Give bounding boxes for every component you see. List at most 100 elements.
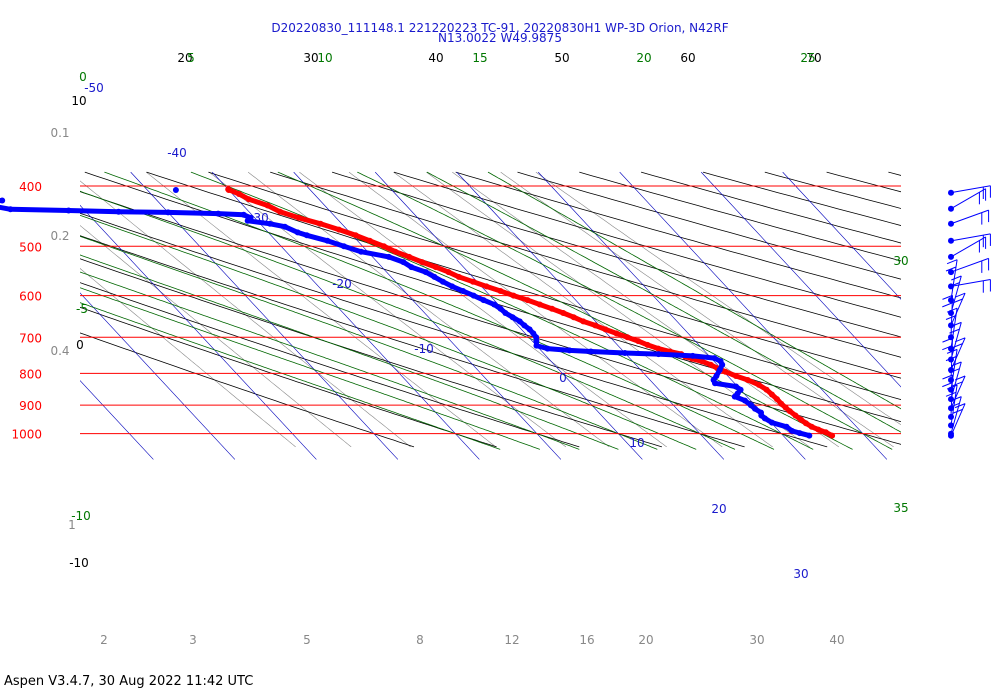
moist-adiabat <box>357 171 893 450</box>
wind-barb-staff <box>950 349 958 390</box>
temperature-point <box>644 341 651 348</box>
temperature-point <box>733 373 739 379</box>
isotherm-label: -20 <box>332 277 352 291</box>
isobars <box>80 185 901 435</box>
dewpoint-point <box>713 373 720 379</box>
temperature-point <box>406 253 413 260</box>
mixing-ratio-label: 40 <box>829 633 844 647</box>
moist-adiabat-label: 10 <box>317 51 332 65</box>
pressure-label: 1000 <box>11 428 42 442</box>
dewpoint-point <box>422 269 429 276</box>
temperature-point <box>808 423 815 430</box>
mixing-ratio-line <box>535 171 901 426</box>
temperature-point <box>744 377 751 383</box>
isotherm-label: 30 <box>793 567 808 581</box>
wind-barb-base <box>948 205 954 212</box>
wind-barb-base <box>948 334 954 341</box>
dewpoint-point <box>7 206 14 213</box>
wind-barbs <box>942 185 991 439</box>
mixing-ratio-label: 5 <box>303 633 311 647</box>
chart-title-line1: D20220830_111148.1 221220223 TC-91, 2022… <box>271 21 729 35</box>
wind-barb-staff <box>950 337 966 371</box>
isotherm-label: 10 <box>629 436 644 450</box>
mixing-ratio-line <box>348 171 723 448</box>
pressure-label: 700 <box>19 331 42 345</box>
dewpoint-point <box>758 409 764 416</box>
temperature-point <box>470 278 476 285</box>
moist-adiabat-label: 35 <box>893 501 908 515</box>
dewpoint-point <box>544 345 551 352</box>
dry-adiabat-label: 0 <box>76 338 84 352</box>
wind-barb-flag <box>946 259 958 265</box>
moist-adiabat-label: 0 <box>79 70 87 84</box>
pressure-label: 600 <box>19 290 42 304</box>
wind-barb-base <box>948 189 954 196</box>
wind-barb-base <box>948 430 954 437</box>
temperature-point <box>497 288 504 294</box>
moist-adiabat-label: -5 <box>76 302 88 316</box>
temperature-point <box>445 269 452 276</box>
dewpoint-point <box>733 383 739 390</box>
pressure-label: 400 <box>19 180 42 194</box>
mixing-ratio-label: 0.4 <box>50 344 69 358</box>
wind-barb-flag <box>942 302 953 308</box>
mixing-ratio-line <box>80 268 296 448</box>
moist-adiabat-label: 20 <box>636 51 651 65</box>
wind-barb-base <box>948 253 954 260</box>
wind-barb-flag <box>954 403 966 409</box>
moist-adiabat <box>487 171 901 410</box>
dewpoint-point <box>115 208 122 215</box>
wind-barb-base <box>948 413 954 420</box>
temperature-point <box>455 273 462 280</box>
isotherm-label: -40 <box>167 146 187 160</box>
dewpoint-point <box>587 348 594 355</box>
mixing-ratio-label: 16 <box>579 633 594 647</box>
temperature-point <box>560 310 567 316</box>
temperature-point <box>602 326 609 333</box>
dry-adiabat <box>455 171 901 299</box>
dewpoint-point <box>408 264 415 271</box>
dewpoint-point <box>788 427 795 434</box>
dewpoint-point <box>324 237 331 244</box>
isotherm <box>619 171 888 460</box>
dewpoint-point <box>521 322 528 329</box>
dry-adiabat-label: -10 <box>69 556 89 570</box>
temperature-point <box>792 412 799 419</box>
wind-barb-base <box>948 322 954 329</box>
dewpoint-point <box>240 211 247 218</box>
temperature-point <box>549 305 555 312</box>
dewpoint-point <box>711 355 718 362</box>
dewpoint-point <box>526 326 533 333</box>
mixing-ratio-line <box>80 225 352 448</box>
footer-version: Aspen V3.4.7, 30 Aug 2022 11:42 UTC <box>4 674 254 689</box>
dewpoint-point <box>502 310 509 316</box>
wind-barb-base <box>948 396 954 403</box>
dewpoint-point <box>716 367 723 373</box>
temperature-point <box>624 334 631 341</box>
isotherm-label: -10 <box>414 342 434 356</box>
temperature-point <box>822 429 829 436</box>
dewpoint-point <box>796 430 803 437</box>
dewpoint-point <box>737 386 744 393</box>
temperature-point <box>829 432 836 439</box>
mixing-ratio-label: 12 <box>504 633 519 647</box>
temperature-point <box>524 297 531 304</box>
dry-adiabat <box>270 171 901 358</box>
wind-barb-base <box>948 386 954 393</box>
temperature-point <box>707 361 714 368</box>
temperature-point <box>277 208 283 215</box>
temperature-point <box>613 330 620 337</box>
temperature-point <box>432 264 439 271</box>
temperature-point <box>798 416 805 423</box>
dry-adiabat <box>84 171 901 423</box>
moist-adiabat <box>426 171 901 433</box>
wind-barb-staff <box>950 188 986 210</box>
dewpoint-point <box>689 352 696 359</box>
temperature-point <box>225 187 232 193</box>
moist-adiabat <box>80 302 501 450</box>
wind-barb-flag <box>942 294 953 300</box>
moist-adiabat <box>80 190 736 450</box>
dewpoint-point <box>267 220 273 227</box>
wind-barb-flag <box>945 266 957 272</box>
wind-barb-base <box>948 237 954 244</box>
